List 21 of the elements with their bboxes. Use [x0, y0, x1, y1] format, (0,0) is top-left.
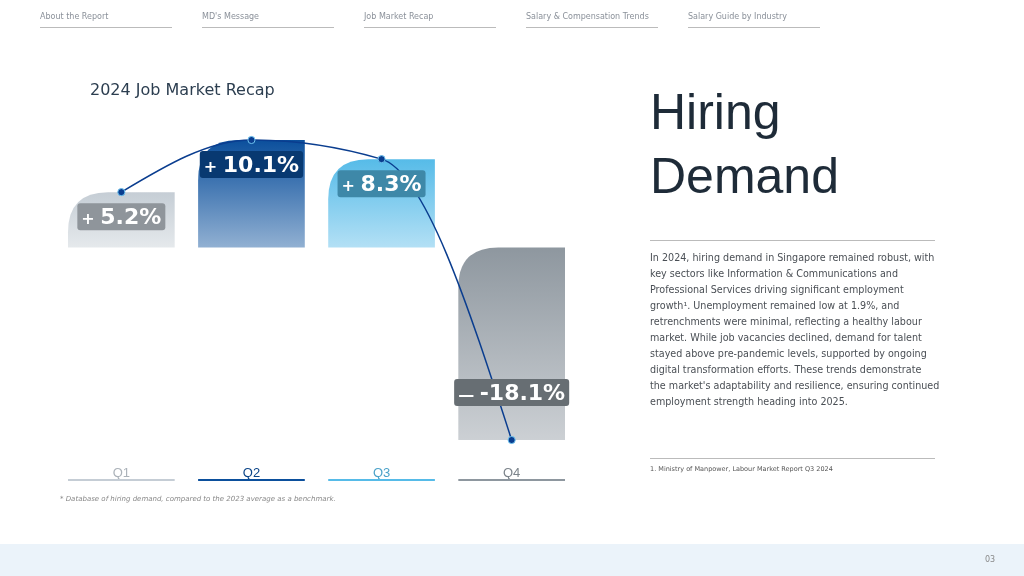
x-tick-label: Q2	[242, 465, 261, 481]
text: MD's Message	[202, 12, 334, 28]
point	[117, 188, 126, 197]
point	[247, 135, 256, 145]
text: 03	[985, 555, 996, 564]
text: Job Market Recap	[364, 12, 496, 28]
point	[507, 435, 516, 445]
data-label: + 10.1%	[203, 152, 300, 177]
data-label: + 5.2%	[81, 204, 162, 230]
data-label: + 8.3%	[341, 171, 422, 197]
text: In 2024, hiring demand in Singapore remained robust, with key sectors like Information & Communications and Professional Services driving significant employment growth¹. Unemployment remained low at 1.9%, and retrenchments were minimal, reflecting a healthy labour market. While job vacancies declined, demand for talent stayed above pre-pandemic levels, supported by ongoing digital transformation efforts. These trends demonstrate the market's adaptability and resilience, ensuring continued employment strength heading into 2025.	[650, 252, 940, 407]
text: Salary & Compensation Trends	[526, 12, 658, 28]
text: Hiring Demand	[650, 83, 840, 206]
x-tick-label: Q1	[112, 465, 131, 481]
x-tick-label: Q3	[372, 465, 391, 481]
x-tick-label: Q4	[502, 465, 521, 481]
data-label: — -18.1%	[458, 380, 566, 405]
text: About the Report	[40, 12, 172, 28]
point	[377, 155, 386, 164]
text: Salary Guide by Industry	[688, 12, 820, 28]
chart-title: 2024 Job Market Recap	[90, 80, 275, 99]
